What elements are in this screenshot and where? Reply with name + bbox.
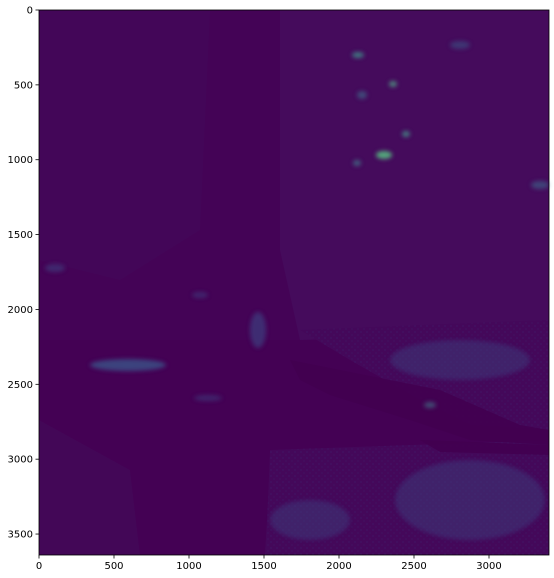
y-tick-label: 3500 — [8, 530, 33, 541]
x-tick-label: 3000 — [476, 561, 501, 572]
x-axis: 0 500 1000 1500 2000 2500 3000 — [36, 555, 502, 572]
image-raster — [39, 10, 549, 555]
x-tick-label: 2000 — [326, 561, 351, 572]
x-tick-label: 500 — [104, 561, 123, 572]
y-tick-label: 500 — [14, 80, 33, 91]
y-tick-label: 2500 — [8, 380, 33, 391]
x-tick-label: 0 — [36, 561, 42, 572]
y-tick-label: 1500 — [8, 230, 33, 241]
y-tick-label: 1000 — [8, 155, 33, 166]
x-tick-label: 2500 — [401, 561, 426, 572]
x-tick-label: 1000 — [176, 561, 201, 572]
y-tick-label: 0 — [27, 6, 33, 17]
axes-frame — [38, 9, 550, 556]
x-tick-label: 1500 — [251, 561, 276, 572]
y-tick-label: 2000 — [8, 305, 33, 316]
y-axis: 0 500 1000 1500 2000 2500 3000 3500 — [8, 6, 39, 541]
y-tick-label: 3000 — [8, 455, 33, 466]
